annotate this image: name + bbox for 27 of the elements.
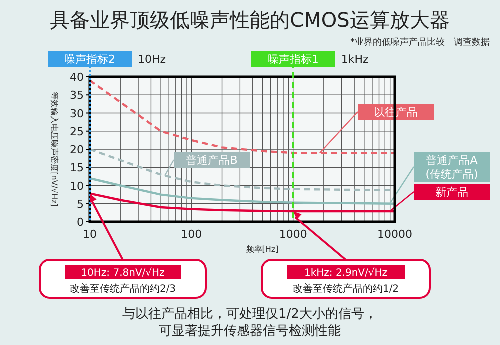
text: *业界的低噪声产品比较 调查数据 [350, 37, 490, 48]
ref-line-label: 噪声指标1 [268, 53, 319, 66]
annotation: 1kHz: 2.9nV/√Hz 改善至传统产品的约1/2 [292, 267, 400, 295]
ref-line-label: 噪声指标2 [64, 53, 116, 66]
y-tick-label: 35 [70, 89, 84, 102]
x-tick-label: 10000 [378, 228, 412, 241]
y-axis-title: 等效输入电压噪声密度[nV/√Hz] [50, 92, 59, 207]
annotation: 10Hz: 7.8nV/√Hz 改善至传统产品的约2/3 [70, 267, 176, 295]
chart-title: 具备业界顶级低噪声性能的CMOS运算放大器 [50, 8, 450, 32]
x-tick-label: 1000 [279, 228, 308, 241]
x-tick-label: 100 [181, 228, 202, 241]
y-tick-label: 25 [70, 125, 84, 138]
y-tick-label: 30 [70, 107, 84, 120]
text: 新产品 [436, 186, 468, 199]
text: 普通产品A (传统产品) [426, 154, 478, 181]
x-axis-title: 频率[Hz] [246, 245, 279, 254]
y-tick-label: 15 [70, 162, 84, 175]
y-tick-label: 20 [70, 144, 84, 156]
y-tick-label: 5 [77, 198, 84, 211]
y-tick-label: 40 [70, 71, 84, 84]
text: 可显著提升传感器信号检测性能 [159, 324, 341, 339]
legend-label: 普通产品B [186, 154, 238, 167]
text: 与以往产品相比，可处理仅1/2大小的信号， [122, 307, 378, 322]
y-tick-label: 0 [77, 216, 84, 229]
text: 1kHz [341, 53, 369, 66]
y-tick-label: 10 [70, 180, 84, 193]
text: 10Hz [138, 53, 166, 66]
